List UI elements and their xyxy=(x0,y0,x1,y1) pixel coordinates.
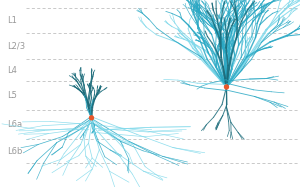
Text: L2/3: L2/3 xyxy=(8,41,26,50)
Text: L5: L5 xyxy=(8,91,17,100)
Text: L6b: L6b xyxy=(8,147,23,156)
Point xyxy=(224,85,229,88)
Text: L1: L1 xyxy=(8,16,17,25)
Text: L6a: L6a xyxy=(8,120,22,129)
Text: L4: L4 xyxy=(8,66,17,75)
Point xyxy=(89,116,94,119)
